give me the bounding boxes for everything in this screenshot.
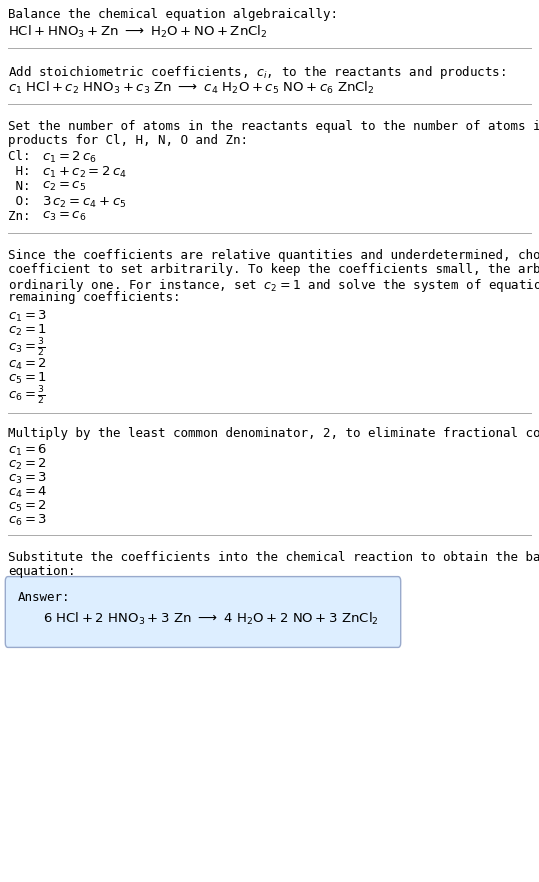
Text: Substitute the coefficients into the chemical reaction to obtain the balanced: Substitute the coefficients into the che… (8, 551, 539, 564)
Text: $c_2 = 1$: $c_2 = 1$ (8, 323, 47, 338)
FancyBboxPatch shape (5, 577, 400, 647)
Text: N:: N: (8, 180, 45, 193)
Text: $c_5 = 2$: $c_5 = 2$ (8, 499, 47, 514)
Text: $c_4 = 4$: $c_4 = 4$ (8, 485, 47, 500)
Text: $c_2 = 2$: $c_2 = 2$ (8, 457, 47, 472)
Text: H:: H: (8, 165, 45, 178)
Text: $c_3 = 3$: $c_3 = 3$ (8, 471, 47, 486)
Text: Cl:: Cl: (8, 150, 45, 163)
Text: Multiply by the least common denominator, 2, to eliminate fractional coefficient: Multiply by the least common denominator… (8, 427, 539, 440)
Text: $c_6 = 3$: $c_6 = 3$ (8, 513, 47, 528)
Text: O:: O: (8, 195, 45, 208)
Text: Set the number of atoms in the reactants equal to the number of atoms in the: Set the number of atoms in the reactants… (8, 120, 539, 133)
Text: $c_5 = 1$: $c_5 = 1$ (8, 371, 47, 386)
Text: Answer:: Answer: (18, 591, 71, 604)
Text: $c_1\ \mathrm{HCl} + c_2\ \mathrm{HNO_3} + c_3\ \mathrm{Zn}\ \longrightarrow\ c_: $c_1\ \mathrm{HCl} + c_2\ \mathrm{HNO_3}… (8, 80, 375, 96)
Text: $\mathrm{HCl + HNO_3 + Zn\ \longrightarrow\ H_2O + NO + ZnCl_2}$: $\mathrm{HCl + HNO_3 + Zn\ \longrightarr… (8, 24, 267, 40)
Text: $c_1 = 2\,c_6$: $c_1 = 2\,c_6$ (42, 150, 97, 165)
Text: $c_4 = 2$: $c_4 = 2$ (8, 357, 47, 372)
Text: $c_6 = \frac{3}{2}$: $c_6 = \frac{3}{2}$ (8, 385, 46, 407)
Text: $c_3 = \frac{3}{2}$: $c_3 = \frac{3}{2}$ (8, 337, 46, 359)
Text: $c_1 + c_2 = 2\,c_4$: $c_1 + c_2 = 2\,c_4$ (42, 165, 127, 180)
Text: Since the coefficients are relative quantities and underdetermined, choose a: Since the coefficients are relative quan… (8, 249, 539, 262)
Text: $c_1 = 6$: $c_1 = 6$ (8, 443, 47, 458)
Text: $c_1 = 3$: $c_1 = 3$ (8, 309, 47, 324)
Text: $6\ \mathrm{HCl} + 2\ \mathrm{HNO_3} + 3\ \mathrm{Zn}\ \longrightarrow\ 4\ \math: $6\ \mathrm{HCl} + 2\ \mathrm{HNO_3} + 3… (43, 611, 379, 627)
Text: remaining coefficients:: remaining coefficients: (8, 291, 181, 304)
Text: $3\,c_2 = c_4 + c_5$: $3\,c_2 = c_4 + c_5$ (42, 195, 127, 210)
Text: $c_2 = c_5$: $c_2 = c_5$ (42, 180, 86, 193)
Text: ordinarily one. For instance, set $c_2 = 1$ and solve the system of equations fo: ordinarily one. For instance, set $c_2 =… (8, 277, 539, 294)
Text: $c_3 = c_6$: $c_3 = c_6$ (42, 210, 86, 223)
Text: Add stoichiometric coefficients, $c_i$, to the reactants and products:: Add stoichiometric coefficients, $c_i$, … (8, 64, 506, 81)
Text: equation:: equation: (8, 565, 75, 578)
Text: coefficient to set arbitrarily. To keep the coefficients small, the arbitrary va: coefficient to set arbitrarily. To keep … (8, 263, 539, 276)
Text: Zn:: Zn: (8, 210, 45, 223)
Text: Balance the chemical equation algebraically:: Balance the chemical equation algebraica… (8, 8, 338, 21)
Text: products for Cl, H, N, O and Zn:: products for Cl, H, N, O and Zn: (8, 134, 248, 147)
